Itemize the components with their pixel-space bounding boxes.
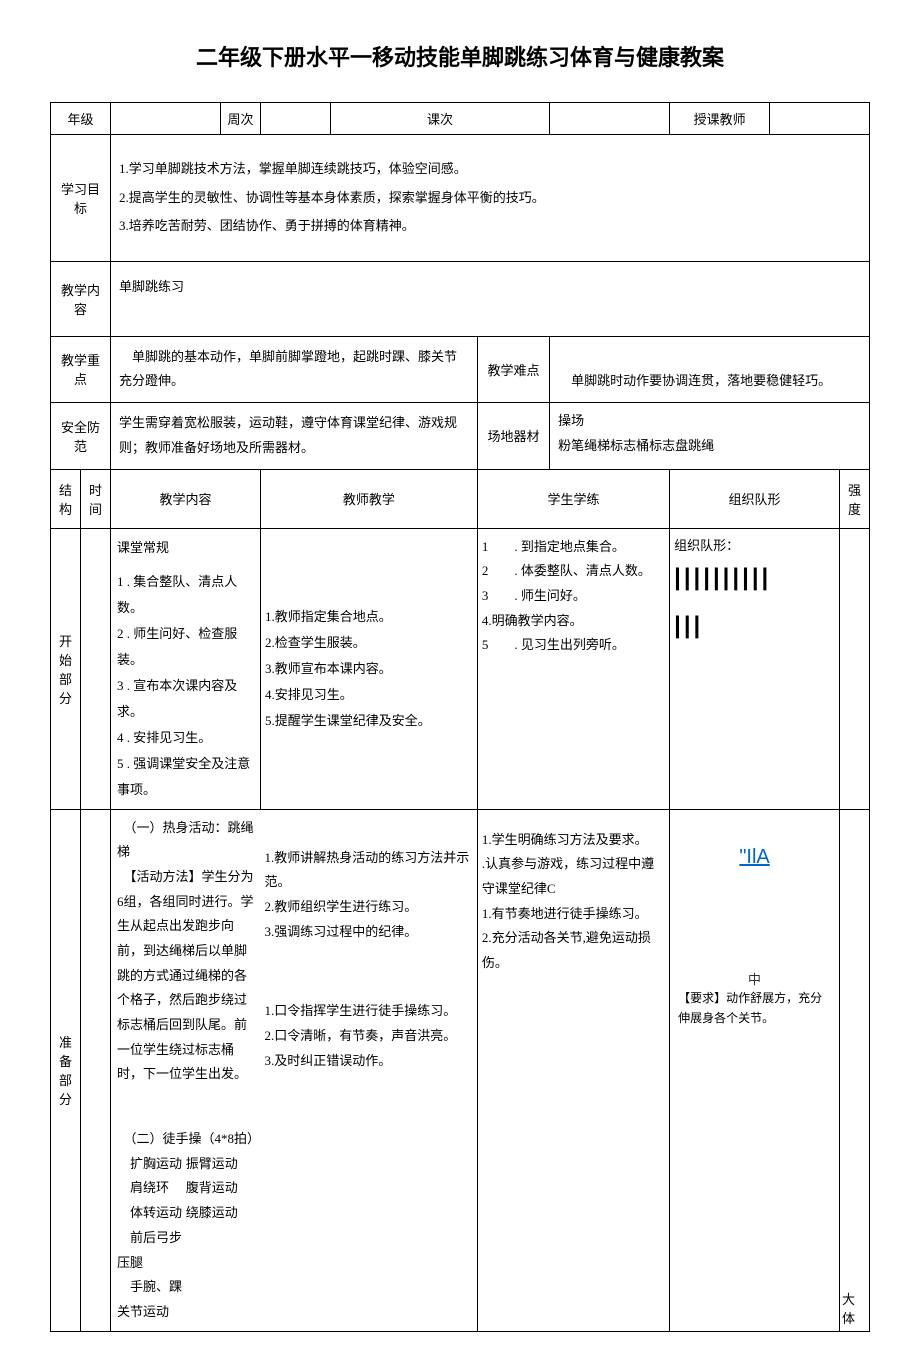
prep-section-row: 准备部分 （一）热身活动：跳绳梯 【活动方法】学生分为6组，各组同时进行。学生从… <box>51 809 870 1331</box>
hdr-formation: 组织队形 <box>670 469 840 528</box>
tally-icon: |||||||||| <box>674 564 835 593</box>
goals-content: 1.学习单脚跳技术方法，掌握单脚连续跳技巧，体验空间感。 2.提高学生的灵敏性、… <box>111 135 870 262</box>
start-section-row: 开始部分 课堂常规 1 . 集合整队、清点人数。 2 . 师生问好、检查服装。 … <box>51 528 870 809</box>
hdr-intensity: 强度 <box>840 469 870 528</box>
prep-label: 准备部分 <box>51 809 81 1331</box>
grade-value <box>111 103 221 135</box>
lesson-label: 课次 <box>331 103 550 135</box>
difficulty-label: 教学难点 <box>477 336 549 402</box>
grade-label: 年级 <box>51 103 111 135</box>
hdr-structure: 结构 <box>51 469 81 528</box>
start-intensity <box>840 528 870 809</box>
prep-time <box>81 809 111 1331</box>
requirement-text: 【要求】动作舒展方，充分伸展身各个关节。 <box>678 988 831 1029</box>
start-time <box>81 528 111 809</box>
hdr-content: 教学内容 <box>111 469 261 528</box>
column-headers: 结构 时间 教学内容 教师教学 学生学练 组织队形 强度 <box>51 469 870 528</box>
start-formation: 组织队形： |||||||||| ||| <box>670 528 840 809</box>
start-student: 1 . 到指定地点集合。 2 . 体委整队、清点人数。 3 . 师生问好。 4.… <box>477 528 669 809</box>
content-label: 教学内容 <box>51 261 111 336</box>
teacher-label: 授课教师 <box>670 103 770 135</box>
meta-row: 年级 周次 课次 授课教师 <box>51 103 870 135</box>
goal-2: 2.提高学生的灵敏性、协调性等基本身体素质，探索掌握身体平衡的技巧。 <box>119 184 861 213</box>
goal-1: 1.学习单脚跳技术方法，掌握单脚连续跳技巧，体验空间感。 <box>119 155 861 184</box>
prep-student: 1.学生明确练习方法及要求。 .认真参与游戏，练习过程中遵守课堂纪律C 1.有节… <box>477 809 669 1331</box>
emphasis-label: 教学重点 <box>51 336 111 402</box>
safety-label: 安全防范 <box>51 403 111 469</box>
start-label: 开始部分 <box>51 528 81 809</box>
safety-text: 学生需穿着宽松服装，运动鞋，遵守体育课堂纪律、游戏规则；教师准备好场地及所需器材… <box>111 403 478 469</box>
difficulty-text: 单脚跳时动作要协调连贯，落地要稳健轻巧。 <box>550 336 870 402</box>
venue-label: 场地器材 <box>477 403 549 469</box>
page-title: 二年级下册水平一移动技能单脚跳练习体育与健康教案 <box>50 40 870 72</box>
week-label: 周次 <box>221 103 261 135</box>
start-teacher: 1.教师指定集合地点。 2.检查学生服装。 3.教师宣布本课内容。 4.安排见习… <box>261 528 478 809</box>
venue-text: 操场 粉笔绳梯标志桶标志盘跳绳 <box>550 403 870 469</box>
content-text: 单脚跳练习 <box>111 261 870 336</box>
lesson-value <box>550 103 670 135</box>
goal-3: 3.培养吃苦耐劳、团结协作、勇于拼搏的体育精神。 <box>119 212 861 241</box>
tally-icon: ||| <box>674 612 835 641</box>
teacher-value <box>770 103 870 135</box>
prep-formation: "IlA 中 【要求】动作舒展方，充分伸展身各个关节。 <box>670 809 840 1331</box>
lesson-plan-table: 年级 周次 课次 授课教师 学习目标 1.学习单脚跳技术方法，掌握单脚连续跳技巧… <box>50 102 870 1332</box>
emphasis-text: 单脚跳的基本动作，单脚前脚掌蹬地，起跳时踝、膝关节充分蹬伸。 <box>111 336 478 402</box>
prep-content: （一）热身活动：跳绳梯 【活动方法】学生分为6组，各组同时进行。学生从起点出发跑… <box>111 809 261 1331</box>
start-content: 课堂常规 1 . 集合整队、清点人数。 2 . 师生问好、检查服装。 3 . 宣… <box>111 528 261 809</box>
hdr-student: 学生学练 <box>477 469 669 528</box>
hdr-teacher: 教师教学 <box>261 469 478 528</box>
prep-teacher: 1.教师讲解热身活动的练习方法并示范。 2.教师组织学生进行练习。 3.强调练习… <box>261 809 478 1331</box>
goals-label: 学习目标 <box>51 135 111 262</box>
formation-link[interactable]: "IlA <box>739 846 769 868</box>
hdr-time: 时间 <box>81 469 111 528</box>
prep-intensity: 大体 <box>840 809 870 1331</box>
week-value <box>261 103 331 135</box>
